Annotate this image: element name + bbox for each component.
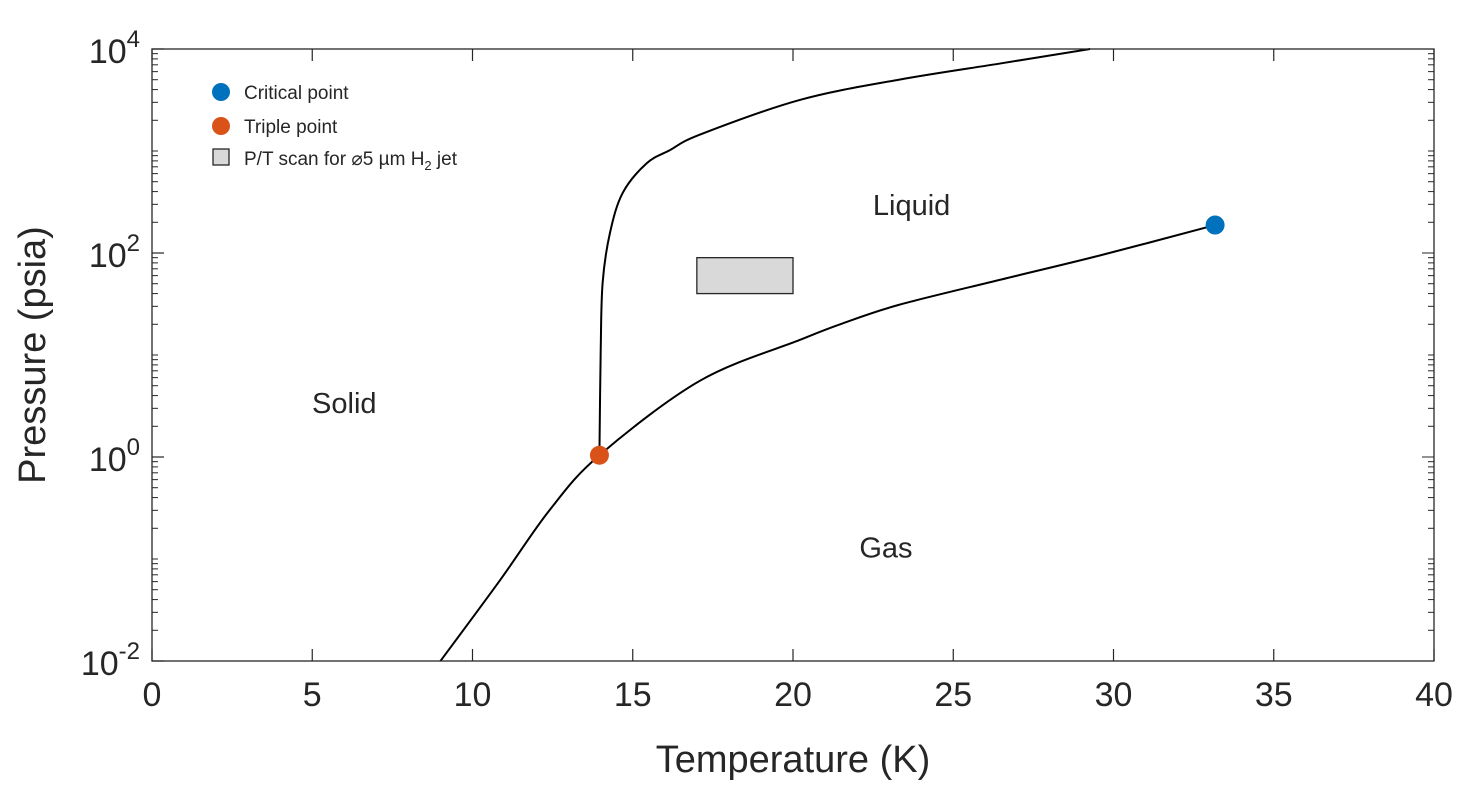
y-tick-label: 10-2 — [81, 638, 140, 683]
scan-region-rect — [696, 257, 794, 295]
x-tick-label: 10 — [454, 676, 492, 714]
legend-label-critical: Critical point — [244, 83, 349, 104]
triple-point-marker — [589, 445, 609, 465]
x-tick-label: 0 — [143, 676, 162, 714]
plot-box — [151, 48, 1435, 662]
x-tick-label: 30 — [1095, 676, 1133, 714]
melting-curve — [598, 48, 1091, 456]
x-tick-label: 25 — [934, 676, 972, 714]
region-label-solid: Solid — [312, 388, 377, 420]
region-label-liquid: Liquid — [873, 190, 950, 222]
y-tick-label: 100 — [89, 434, 140, 479]
y-axis-label: Pressure (psia) — [12, 226, 54, 484]
x-tick-label: 20 — [774, 676, 812, 714]
x-axis-label: Temperature (K) — [656, 739, 931, 781]
x-tick-label: 5 — [303, 676, 322, 714]
legend-marker-scan — [212, 148, 230, 166]
x-tick-label: 40 — [1415, 676, 1453, 714]
legend-marker-triple — [212, 117, 230, 135]
critical-point-marker — [1205, 215, 1225, 235]
x-tick-label: 15 — [614, 676, 652, 714]
legend: Critical point Triple point P/T scan for… — [212, 83, 458, 173]
y-tick-label: 102 — [89, 230, 140, 275]
legend-label-scan: P/T scan for ⌀5 µm H2 jet — [244, 149, 458, 173]
legend-label-triple: Triple point — [244, 117, 338, 138]
legend-marker-critical — [212, 83, 230, 101]
y-tick-label: 104 — [89, 26, 140, 71]
region-label-gas: Gas — [859, 532, 912, 564]
vapor-curve — [439, 224, 1216, 662]
x-tick-label: 35 — [1255, 676, 1293, 714]
